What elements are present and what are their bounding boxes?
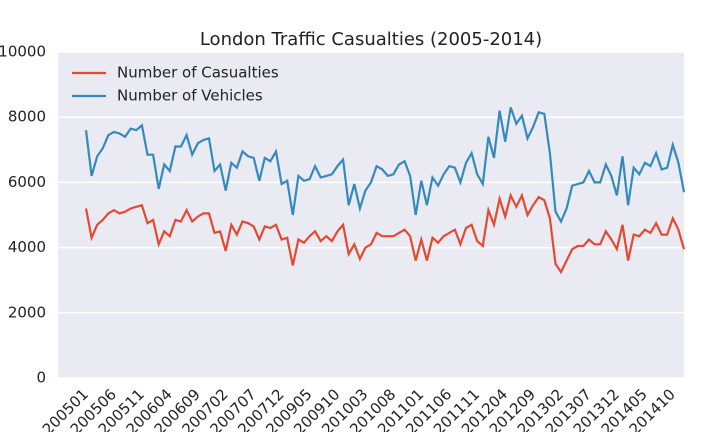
y-tick-label: 6000 (8, 173, 46, 191)
plot-area (58, 52, 684, 378)
y-tick-label: 0 (36, 369, 46, 387)
y-tick-label: 8000 (8, 108, 46, 126)
legend-label: Number of Vehicles (117, 87, 263, 105)
chart-title: London Traffic Casualties (2005-2014) (200, 29, 542, 50)
y-tick-label: 10000 (0, 43, 46, 61)
series-line (84, 192, 686, 275)
y-tick-label: 2000 (8, 303, 46, 321)
series-line (84, 107, 686, 224)
y-tick-label: 4000 (8, 238, 46, 256)
legend-label: Number of Casualties (117, 64, 279, 82)
